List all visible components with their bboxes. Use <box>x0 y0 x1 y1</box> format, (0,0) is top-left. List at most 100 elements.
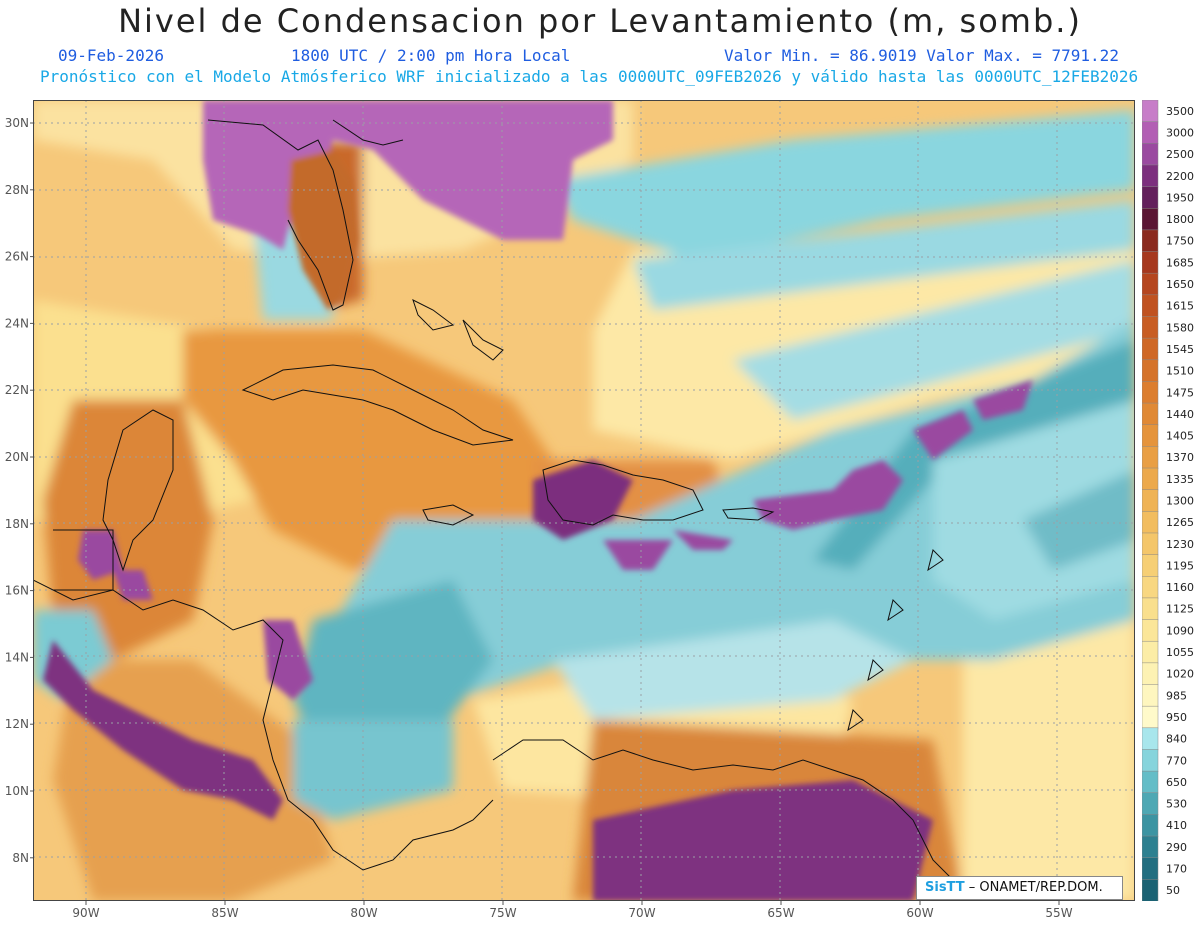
legend-label: 1020 <box>1166 668 1194 681</box>
lon-label: 75W <box>489 906 516 920</box>
color-legend <box>1142 100 1159 901</box>
legend-label: 1440 <box>1166 408 1194 421</box>
legend-label: 1230 <box>1166 538 1194 551</box>
legend-swatch <box>1142 879 1159 901</box>
legend-swatch <box>1142 554 1159 578</box>
legend-label: 50 <box>1166 884 1180 897</box>
lat-label: 24N <box>5 316 29 330</box>
legend-swatch <box>1142 684 1159 707</box>
legend-swatch <box>1142 770 1159 794</box>
lcl-map <box>33 100 1135 901</box>
legend-label: 1950 <box>1166 191 1194 204</box>
legend-swatch <box>1142 532 1159 556</box>
legend-swatch <box>1142 100 1159 123</box>
legend-label: 410 <box>1166 819 1187 832</box>
legend-label: 170 <box>1166 863 1187 876</box>
model-run-label: Pronóstico con el Modelo Atmósferico WRF… <box>40 67 1139 86</box>
legend-label: 1685 <box>1166 256 1194 269</box>
legend-label: 1055 <box>1166 646 1194 659</box>
legend-label: 1300 <box>1166 495 1194 508</box>
legend-swatch <box>1142 662 1159 686</box>
legend-label: 1580 <box>1166 321 1194 334</box>
time-label: 1800 UTC / 2:00 pm Hora Local <box>291 46 571 65</box>
legend-swatch <box>1142 489 1159 513</box>
credit-brand: SisTT <box>925 880 965 895</box>
legend-label: 840 <box>1166 733 1187 746</box>
legend-swatch <box>1142 294 1159 318</box>
legend-label: 1405 <box>1166 430 1194 443</box>
legend-label: 1800 <box>1166 213 1194 226</box>
lat-label: 20N <box>5 450 29 464</box>
lat-label: 30N <box>5 116 29 130</box>
legend-swatch <box>1142 749 1159 772</box>
legend-swatch <box>1142 640 1159 664</box>
legend-label: 1335 <box>1166 473 1194 486</box>
legend-swatch <box>1142 186 1159 209</box>
high-lcl-areas <box>43 100 1033 901</box>
lon-label: 60W <box>906 906 933 920</box>
legend-swatch <box>1142 857 1159 881</box>
legend-label: 1125 <box>1166 603 1194 616</box>
legend-swatch <box>1142 597 1159 621</box>
lat-label: 22N <box>5 383 29 397</box>
legend-swatch <box>1142 381 1159 404</box>
lat-label: 26N <box>5 250 29 264</box>
legend-label: 650 <box>1166 776 1187 789</box>
legend-label: 3500 <box>1166 105 1194 118</box>
credit-box: SisTT – ONAMET/REP.DOM. <box>916 876 1123 900</box>
legend-swatch <box>1142 446 1159 469</box>
legend-swatch <box>1142 359 1159 383</box>
lon-label: 90W <box>72 906 99 920</box>
legend-label: 2200 <box>1166 170 1194 183</box>
legend-swatch <box>1142 511 1159 534</box>
legend-swatch <box>1142 727 1159 751</box>
legend-label: 1510 <box>1166 365 1194 378</box>
legend-label: 1265 <box>1166 516 1194 529</box>
coastlines <box>33 119 964 891</box>
legend-label: 950 <box>1166 711 1187 724</box>
legend-swatch <box>1142 316 1159 339</box>
lat-label: 8N <box>12 851 29 865</box>
legend-swatch <box>1142 229 1159 253</box>
lat-label: 10N <box>5 784 29 798</box>
legend-swatch <box>1142 792 1159 816</box>
value-range-label: Valor Min. = 86.9019 Valor Max. = 7791.2… <box>724 46 1119 65</box>
lat-label: 14N <box>5 650 29 664</box>
legend-label: 530 <box>1166 798 1187 811</box>
legend-swatch <box>1142 121 1159 145</box>
legend-swatch <box>1142 705 1159 729</box>
legend-swatch <box>1142 337 1159 361</box>
legend-swatch <box>1142 835 1159 859</box>
legend-label: 3000 <box>1166 126 1194 139</box>
legend-swatch <box>1142 164 1159 188</box>
map-title: Nivel de Condensacion por Levantamiento … <box>118 2 1082 40</box>
legend-label: 1650 <box>1166 278 1194 291</box>
legend-label: 1475 <box>1166 386 1194 399</box>
legend-label: 1370 <box>1166 451 1194 464</box>
legend-swatch <box>1142 424 1159 448</box>
legend-label: 1160 <box>1166 581 1194 594</box>
legend-swatch <box>1142 467 1159 491</box>
legend-label: 290 <box>1166 841 1187 854</box>
legend-label: 985 <box>1166 689 1187 702</box>
map-frame <box>33 100 1135 901</box>
legend-swatch <box>1142 272 1159 296</box>
legend-swatch <box>1142 576 1159 599</box>
lon-label: 85W <box>211 906 238 920</box>
legend-swatch <box>1142 402 1159 426</box>
legend-swatch <box>1142 251 1159 274</box>
legend-swatch <box>1142 143 1159 166</box>
legend-label: 1750 <box>1166 235 1194 248</box>
legend-label: 770 <box>1166 754 1187 767</box>
legend-label: 2500 <box>1166 148 1194 161</box>
legend-label: 1090 <box>1166 624 1194 637</box>
legend-label: 1195 <box>1166 559 1194 572</box>
lat-label: 28N <box>5 183 29 197</box>
legend-labels: 3500 3000 2500 2200 1950 1800 1750 1685 1650 1615… <box>1166 105 1194 897</box>
legend-label: 1545 <box>1166 343 1194 356</box>
credit-text: – ONAMET/REP.DOM. <box>964 880 1103 895</box>
lat-label: 12N <box>5 717 29 731</box>
lon-label: 55W <box>1045 906 1072 920</box>
legend-swatch <box>1142 207 1159 231</box>
